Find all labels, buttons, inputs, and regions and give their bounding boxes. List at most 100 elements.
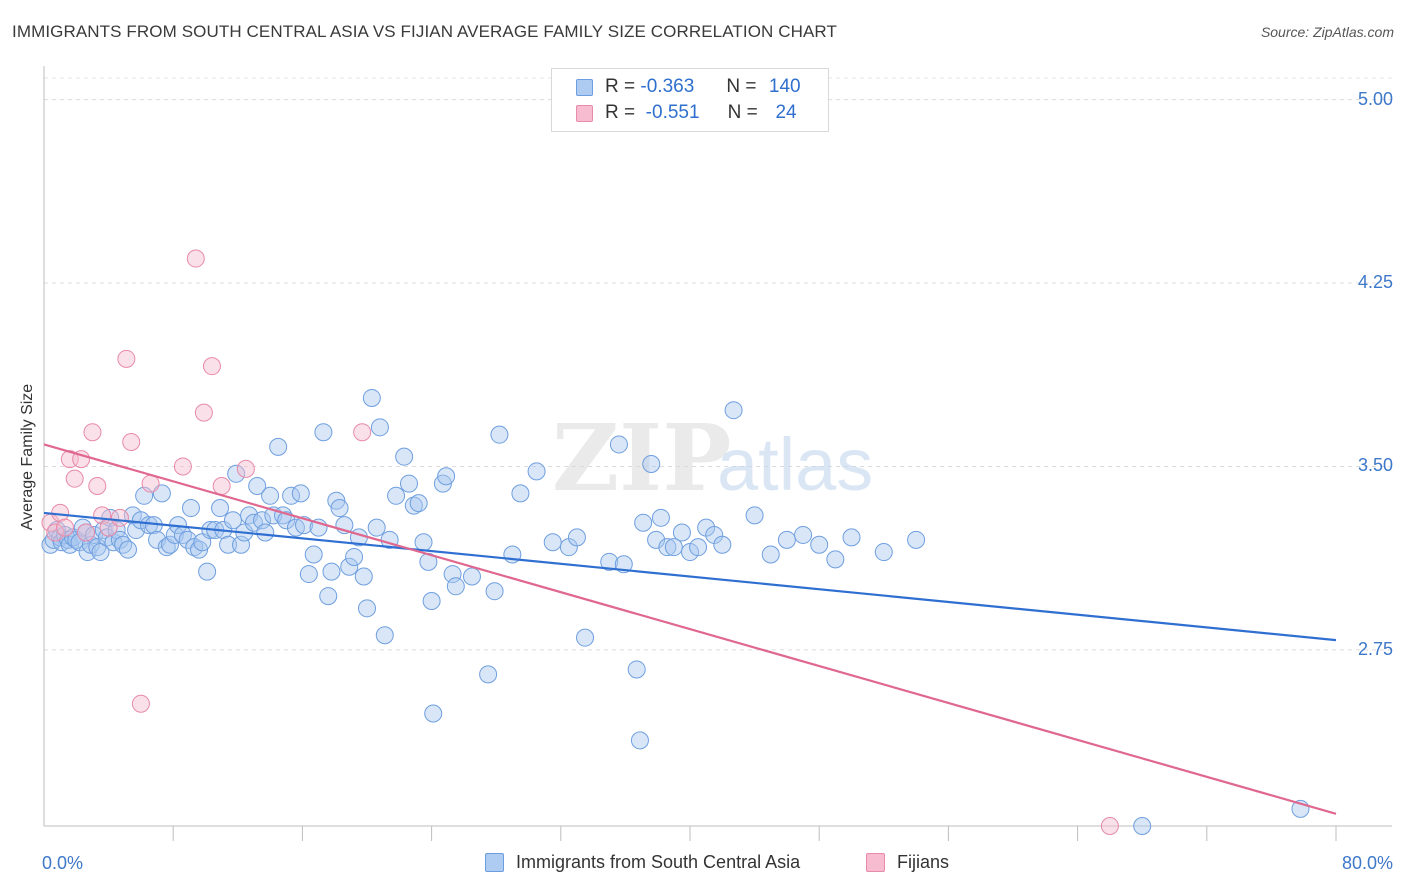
n-label: N = xyxy=(727,102,758,123)
point-immigrants xyxy=(713,535,732,554)
watermark-atlas: atlas xyxy=(717,423,873,506)
point-fijians xyxy=(88,477,107,496)
chart-title: IMMIGRANTS FROM SOUTH CENTRAL ASIA VS FI… xyxy=(12,22,837,41)
trend-lines xyxy=(43,443,1337,815)
point-immigrants xyxy=(761,545,780,564)
point-fijians xyxy=(202,357,221,376)
point-fijians xyxy=(46,523,65,542)
point-immigrants xyxy=(399,474,418,493)
point-immigrants xyxy=(600,552,619,571)
point-immigrants xyxy=(322,562,341,581)
point-immigrants xyxy=(485,582,504,601)
point-fijians xyxy=(212,477,231,496)
point-immigrants xyxy=(304,545,323,564)
point-immigrants xyxy=(367,518,386,537)
series-legend: Immigrants from South Central Asia Fijia… xyxy=(0,852,1406,876)
point-immigrants xyxy=(437,467,456,486)
point-fijians xyxy=(186,249,205,268)
point-immigrants xyxy=(1133,817,1152,835)
point-immigrants xyxy=(609,435,628,454)
point-immigrants xyxy=(490,425,509,444)
axes xyxy=(43,66,1392,841)
point-immigrants xyxy=(395,447,414,466)
point-immigrants xyxy=(627,660,646,679)
point-immigrants xyxy=(358,599,376,618)
point-immigrants xyxy=(409,494,428,513)
point-immigrants xyxy=(634,513,653,532)
point-immigrants xyxy=(462,567,481,586)
point-fijians xyxy=(122,432,141,451)
point-fijians xyxy=(76,523,95,542)
point-immigrants xyxy=(362,388,381,407)
point-immigrants xyxy=(826,550,845,569)
point-immigrants xyxy=(642,455,661,474)
y-tick-label: 2.75 xyxy=(1357,638,1393,659)
point-immigrants xyxy=(256,523,275,542)
r-label: R = xyxy=(605,102,636,123)
point-immigrants xyxy=(543,533,562,552)
point-immigrants xyxy=(422,591,441,610)
point-immigrants xyxy=(314,423,333,442)
y-tick-label: 4.25 xyxy=(1357,272,1393,292)
point-immigrants xyxy=(446,577,465,596)
point-immigrants xyxy=(689,538,708,557)
y-axis-label: Average Family Size xyxy=(19,383,36,531)
point-immigrants xyxy=(181,499,200,518)
trendline-fijians xyxy=(43,443,1337,815)
source-label: Source: ZipAtlas.com xyxy=(1260,24,1394,40)
point-immigrants xyxy=(354,567,373,586)
n-value: 24 xyxy=(775,102,797,123)
point-immigrants xyxy=(404,496,423,515)
point-immigrants xyxy=(777,530,796,549)
r-label: R = xyxy=(605,76,636,97)
point-immigrants xyxy=(269,437,288,456)
legend-swatch-pink xyxy=(866,853,885,872)
series-legend-item-fijians[interactable]: Fijians xyxy=(866,852,949,873)
point-immigrants xyxy=(88,538,107,557)
x-tick-label: 0.0% xyxy=(42,853,84,873)
legend-swatch-blue xyxy=(576,78,593,96)
point-immigrants xyxy=(73,518,92,537)
point-immigrants xyxy=(223,511,242,530)
legend-swatch-pink xyxy=(576,104,593,122)
data-points xyxy=(41,249,1310,835)
n-label: N = xyxy=(726,76,757,97)
point-immigrants xyxy=(340,557,359,576)
point-immigrants xyxy=(211,499,230,518)
point-immigrants xyxy=(375,626,394,645)
point-fijians xyxy=(55,518,74,537)
x-tick-label: 80.0% xyxy=(1341,853,1393,873)
trendline-immigrants xyxy=(43,511,1337,642)
point-immigrants xyxy=(745,506,764,525)
series-legend-item-immigrants[interactable]: Immigrants from South Central Asia xyxy=(485,852,800,873)
point-immigrants xyxy=(424,704,443,723)
n-value: 140 xyxy=(768,76,801,97)
r-value: -0.551 xyxy=(645,102,700,123)
point-immigrants xyxy=(630,731,649,750)
point-immigrants xyxy=(658,538,677,557)
y-tick-label: 3.50 xyxy=(1357,455,1393,476)
point-immigrants xyxy=(299,565,318,584)
legend-row-pink: R = -0.551 N = 24 xyxy=(576,101,809,125)
point-immigrants xyxy=(387,486,406,505)
point-fijians xyxy=(173,457,192,476)
point-immigrants xyxy=(291,484,310,503)
point-fijians xyxy=(131,694,150,713)
legend-swatch-blue xyxy=(485,853,504,872)
point-immigrants xyxy=(248,477,267,496)
point-immigrants xyxy=(114,535,133,554)
point-immigrants xyxy=(576,628,595,647)
point-immigrants xyxy=(160,535,179,554)
point-immigrants xyxy=(479,665,498,684)
point-immigrants xyxy=(647,530,666,549)
series-name: Fijians xyxy=(897,852,950,872)
point-fijians xyxy=(110,508,129,527)
point-immigrants xyxy=(261,486,280,505)
point-fijians xyxy=(236,459,255,478)
y-tick-label: 5.00 xyxy=(1357,88,1393,109)
point-immigrants xyxy=(414,533,433,552)
point-immigrants xyxy=(907,530,926,549)
grid-lines xyxy=(44,77,1392,651)
